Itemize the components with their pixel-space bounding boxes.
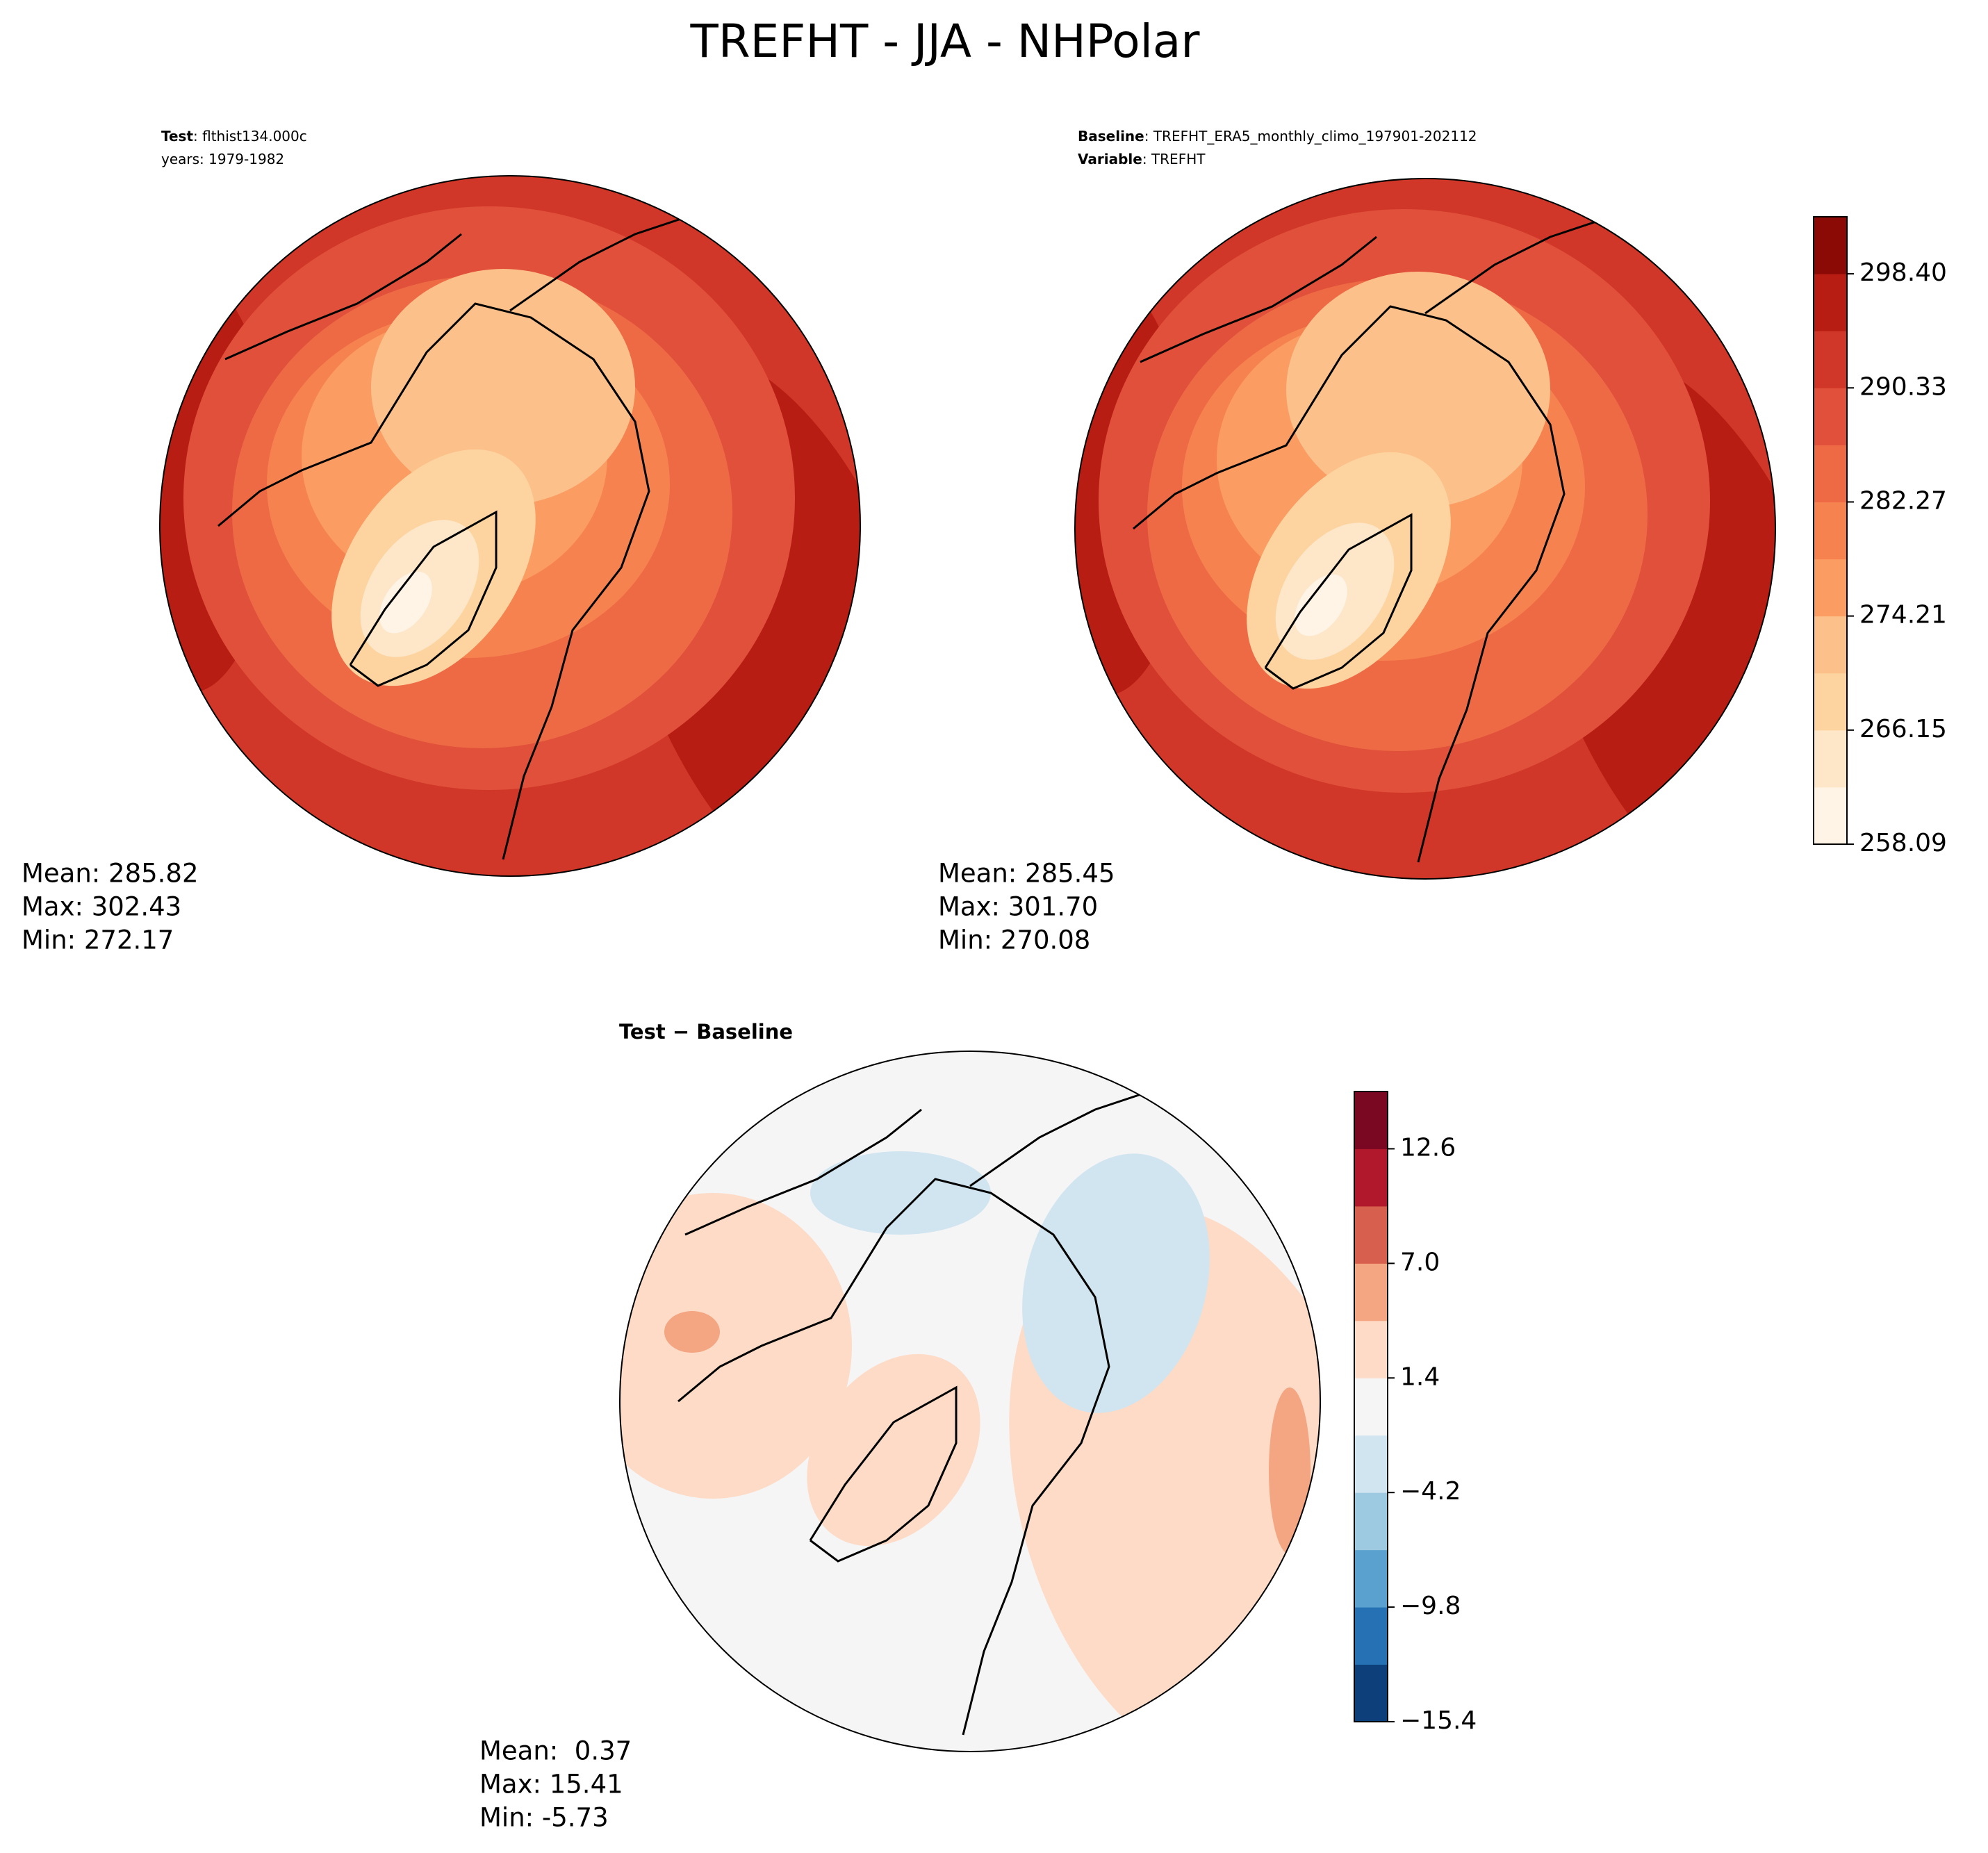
- map-boundary: [1074, 178, 1776, 880]
- label-text: years: 1979-1982: [161, 151, 284, 167]
- colorbar-segment: [1354, 1549, 1388, 1608]
- coastline: [809, 1385, 958, 1563]
- colorbar-segment: [1354, 1320, 1388, 1378]
- colorbar-segment: [1354, 1092, 1388, 1149]
- coastline: [1133, 305, 1566, 863]
- colorbar-segment: [1354, 1664, 1388, 1722]
- coastline: [1140, 236, 1377, 363]
- colorbar-segment: [1354, 1435, 1388, 1493]
- field-region: [371, 269, 635, 505]
- stat: Min: -5.73: [479, 1803, 609, 1833]
- colorbar-segment: [1354, 1378, 1388, 1436]
- colorbar-segment: [1354, 1148, 1388, 1207]
- colorbar-segment: [1814, 388, 1847, 445]
- stat: Min: 272.17: [22, 925, 174, 955]
- map: [620, 1051, 1320, 1752]
- colorbar-tick-label: 298.40: [1859, 258, 1947, 287]
- map: [1075, 179, 1775, 879]
- label-text: : TREFHT_ERA5_monthly_climo_197901-20211…: [1144, 128, 1477, 145]
- label-bold: Test − Baseline: [619, 1020, 793, 1044]
- field-region: [1286, 272, 1550, 508]
- field-region: [810, 1151, 991, 1235]
- stat: Max: 301.70: [938, 892, 1098, 922]
- label-bold: Variable: [1078, 151, 1142, 167]
- stat: Mean: 285.45: [938, 859, 1115, 889]
- coastline: [217, 302, 650, 860]
- colorbar-tick-label: 12.6: [1400, 1133, 1456, 1162]
- colorbar-segment: [1814, 502, 1847, 560]
- colorbar-segment: [1354, 1205, 1388, 1264]
- coastline: [677, 1178, 1110, 1736]
- colorbar-tick-label: 7.0: [1400, 1248, 1440, 1276]
- colorbar-frame: [1354, 1091, 1388, 1722]
- panel-label: Test − Baseline: [619, 1020, 793, 1044]
- coastline: [1424, 208, 1634, 315]
- figure-title: TREFHT - JJA - NHPolar: [690, 15, 1201, 68]
- panel-label: years: 1979-1982: [161, 151, 284, 167]
- colorbar-segment: [1354, 1607, 1388, 1665]
- colorbar-segment: [1354, 1263, 1388, 1321]
- stat: Mean: 285.82: [22, 859, 199, 889]
- map: [160, 176, 860, 876]
- colorbar-tick-label: −9.8: [1400, 1592, 1461, 1620]
- colorbar-tick-label: 258.09: [1859, 829, 1947, 857]
- colorbar-segment: [1814, 331, 1847, 388]
- colorbar-segment: [1354, 1492, 1388, 1551]
- coastline: [684, 1108, 922, 1236]
- colorbar-frame: [1813, 216, 1848, 845]
- coastline: [509, 205, 719, 312]
- stat: Max: 302.43: [22, 892, 181, 922]
- field-region: [1022, 1153, 1210, 1413]
- colorbar-segment: [1814, 445, 1847, 502]
- panel-label: Variable: TREFHT: [1078, 151, 1206, 167]
- field-region: [807, 1353, 980, 1547]
- field-region: [1269, 1387, 1311, 1554]
- label-bold: Baseline: [1078, 128, 1144, 145]
- colorbar-segment: [1814, 217, 1847, 274]
- map-boundary: [619, 1051, 1321, 1752]
- colorbar-segment: [1814, 730, 1847, 788]
- map-boundary: [159, 175, 861, 877]
- coastline: [349, 510, 498, 687]
- stat: Max: 15.41: [479, 1770, 623, 1800]
- label-bold: Test: [161, 128, 193, 145]
- colorbar-tick-label: 266.15: [1859, 715, 1947, 743]
- field-region: [379, 571, 432, 634]
- colorbar-tick-label: 274.21: [1859, 601, 1947, 629]
- colorbar-tick-label: −15.4: [1400, 1706, 1477, 1735]
- stat: Min: 270.08: [938, 925, 1090, 955]
- label-text: : flthist134.000c: [193, 128, 307, 145]
- coastline: [224, 233, 462, 361]
- panel-label: Test: flthist134.000c: [161, 128, 307, 145]
- coastline: [1264, 513, 1413, 690]
- panel-label: Baseline: TREFHT_ERA5_monthly_climo_1979…: [1078, 128, 1477, 145]
- colorbar-segment: [1814, 559, 1847, 617]
- colorbar-tick-label: 282.27: [1859, 486, 1947, 515]
- colorbar-segment: [1814, 274, 1847, 331]
- label-text: : TREFHT: [1142, 151, 1206, 167]
- colorbar-tick-label: 1.4: [1400, 1362, 1440, 1391]
- field-region: [1295, 574, 1347, 636]
- colorbar-segment: [1814, 616, 1847, 674]
- colorbar-segment: [1814, 673, 1847, 731]
- coastline: [969, 1080, 1179, 1187]
- field-region: [664, 1311, 720, 1353]
- stat: Mean: 0.37: [479, 1736, 632, 1766]
- colorbar-tick-label: 290.33: [1859, 372, 1947, 401]
- colorbar-tick-label: −4.2: [1400, 1477, 1461, 1506]
- colorbar-segment: [1814, 787, 1847, 845]
